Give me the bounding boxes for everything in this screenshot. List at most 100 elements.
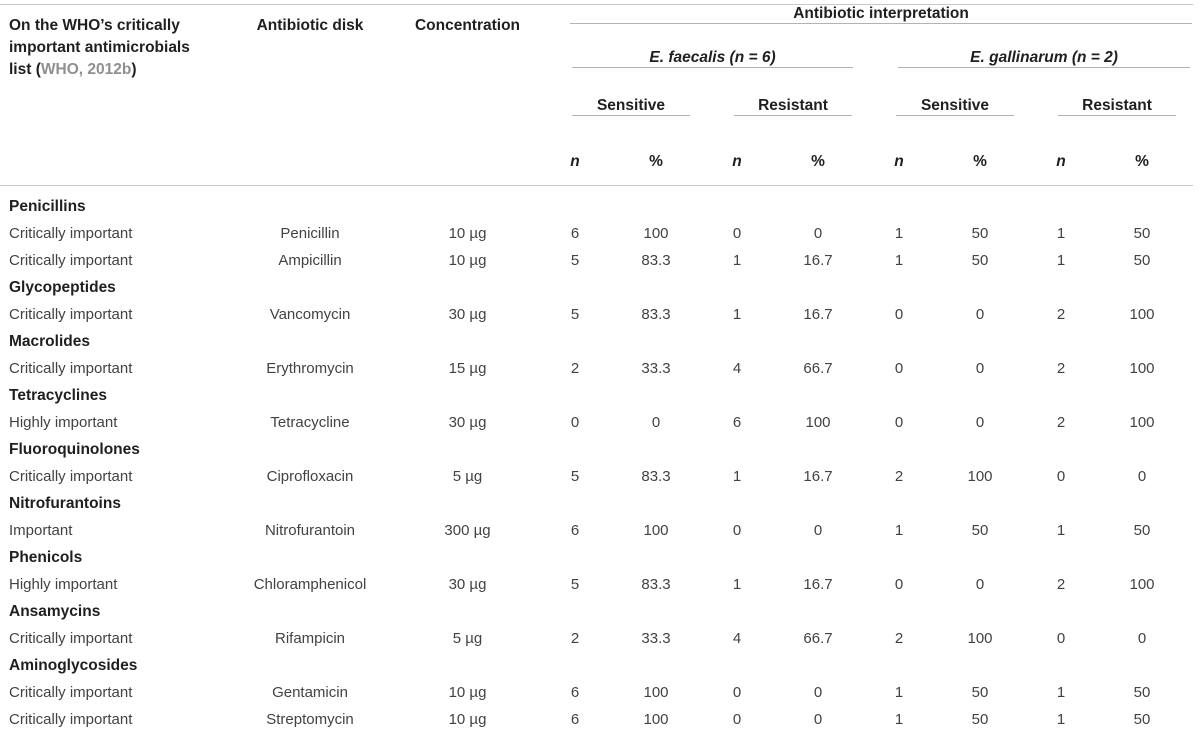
antibiotic-row: Critically important Penicillin 10 µg 6 100 0… — [0, 220, 1193, 247]
percent-value-cell: 100 — [1129, 576, 1155, 593]
category-row: Nitrofurantoins — [0, 490, 1193, 517]
n-value-cell: 5 — [570, 252, 580, 269]
n-value-cell: 2 — [570, 630, 580, 647]
percent-value-cell: 0 — [813, 684, 823, 701]
percent-value-cell: 66.7 — [803, 360, 833, 377]
antibiotic-cell: Rifampicin — [274, 630, 346, 647]
category-label: Fluoroquinolones — [9, 441, 140, 458]
antibiotic-cell: Gentamicin — [272, 684, 348, 701]
antibiotic-cell: Chloramphenicol — [253, 576, 367, 593]
percent-value-cell: 50 — [1133, 711, 1151, 728]
importance-cell: Critically important — [9, 468, 133, 485]
percent-value-cell: 0 — [975, 360, 985, 377]
header-row-species: E. faecalis (n = 6) E. gallinarum (n = 2… — [0, 49, 1193, 97]
faecalis-sensitive-header: Sensitive — [545, 97, 707, 139]
n-value-cell: 0 — [732, 522, 742, 539]
percent-value-cell: 83.3 — [641, 306, 671, 323]
n-value-cell: 2 — [894, 468, 904, 485]
percent-value-cell: 50 — [971, 711, 989, 728]
percent-value-cell: 0 — [975, 306, 985, 323]
category-row: Penicillins — [0, 186, 1193, 221]
category-label: Macrolides — [9, 333, 90, 350]
concentration-cell: 10 µg — [448, 225, 487, 242]
concentration-cell: 10 µg — [448, 252, 487, 269]
percent-value-cell: 16.7 — [803, 576, 833, 593]
importance-cell: Critically important — [9, 252, 133, 269]
concentration-cell: 30 µg — [448, 414, 487, 431]
antibiotic-row: Important Nitrofurantoin 300 µg 6 100 0 0 1 50 1 5… — [0, 517, 1193, 544]
e-faecalis-group-header: E. faecalis (n = 6) — [545, 49, 869, 97]
antibiotic-cell: Penicillin — [280, 225, 340, 242]
concentration-cell: 15 µg — [448, 360, 487, 377]
n-value-cell: 6 — [570, 684, 580, 701]
gallinarum-resistant-header: Resistant — [1031, 97, 1193, 139]
percent-value-cell: 50 — [1133, 522, 1151, 539]
percent-value-cell: 0 — [975, 414, 985, 431]
percent-value-cell: 100 — [643, 522, 669, 539]
n-value-cell: 2 — [1056, 360, 1066, 377]
percent-value-cell: 50 — [1133, 225, 1151, 242]
n-value-cell: 1 — [894, 522, 904, 539]
e-gallinarum-group-header: E. gallinarum (n = 2) — [869, 49, 1193, 97]
percent-value-cell: 50 — [971, 225, 989, 242]
category-row: Fluoroquinolones — [0, 436, 1193, 463]
n-value-cell: 4 — [732, 360, 742, 377]
table-header: On the WHO’s critically important antimi… — [0, 4, 1194, 186]
n-value-cell: 2 — [894, 630, 904, 647]
percent-value-cell: 100 — [1129, 360, 1155, 377]
percent-value-cell: 50 — [971, 684, 989, 701]
percent-value-cell: 100 — [805, 414, 831, 431]
antibiotic-cell: Vancomycin — [269, 306, 351, 323]
species-count: (n = 2) — [1071, 48, 1118, 66]
interpretation-label: Antibiotic interpretation — [793, 5, 969, 22]
percent-value-cell: 50 — [971, 522, 989, 539]
antibiotic-cell: Nitrofurantoin — [264, 522, 356, 539]
n-column-header: n — [1031, 138, 1091, 186]
n-value-cell: 0 — [732, 225, 742, 242]
who-header-line3: list (WHO, 2012b) — [9, 59, 219, 81]
citation-link[interactable]: WHO, 2012b — [40, 61, 132, 78]
category-label: Tetracyclines — [9, 387, 107, 404]
antibiotic-row: Critically important Ampicillin 10 µg 5 83.3… — [0, 247, 1193, 274]
n-column-header: n — [869, 138, 929, 186]
percent-value-cell: 100 — [967, 468, 993, 485]
n-value-cell: 1 — [732, 468, 742, 485]
species-count: (n = 6) — [729, 48, 776, 66]
importance-cell: Critically important — [9, 711, 133, 728]
gallinarum-sensitive-header: Sensitive — [869, 97, 1031, 139]
concentration-cell: 10 µg — [448, 684, 487, 701]
species-name: E. gallinarum — [970, 48, 1068, 66]
table-body: Penicillins Critically important Penicilli… — [0, 186, 1193, 734]
n-value-cell: 5 — [570, 576, 580, 593]
percent-column-header: % — [767, 138, 869, 186]
n-value-cell: 2 — [570, 360, 580, 377]
n-value-cell: 0 — [570, 414, 580, 431]
n-value-cell: 0 — [894, 360, 904, 377]
who-list-column-header: On the WHO’s critically important antimi… — [0, 4, 230, 186]
n-value-cell: 2 — [1056, 306, 1066, 323]
percent-column-header: % — [1091, 138, 1194, 186]
percent-value-cell: 50 — [971, 252, 989, 269]
n-value-cell: 0 — [894, 414, 904, 431]
interpretation-group-header: Antibiotic interpretation — [545, 5, 1193, 49]
importance-cell: Critically important — [9, 630, 133, 647]
antibiotic-cell: Tetracycline — [270, 414, 350, 431]
concentration-cell: 300 µg — [444, 522, 491, 539]
n-value-cell: 1 — [894, 711, 904, 728]
percent-value-cell: 16.7 — [803, 306, 833, 323]
n-value-cell: 1 — [1056, 225, 1066, 242]
n-value-cell: 1 — [1056, 522, 1066, 539]
percent-value-cell: 0 — [813, 225, 823, 242]
concentration-cell: 10 µg — [448, 711, 487, 728]
category-row: Ansamycins — [0, 598, 1193, 625]
category-label: Nitrofurantoins — [9, 495, 121, 512]
concentration-cell: 30 µg — [448, 576, 487, 593]
percent-value-cell: 83.3 — [641, 576, 671, 593]
n-value-cell: 6 — [570, 711, 580, 728]
antibiotic-row: Critically important Ciprofloxacin 5 µg 5 83… — [0, 463, 1193, 490]
percent-value-cell: 83.3 — [641, 252, 671, 269]
percent-column-header: % — [605, 138, 707, 186]
percent-value-cell: 0 — [813, 522, 823, 539]
concentration-column-header: Concentration — [390, 4, 545, 186]
percent-value-cell: 16.7 — [803, 252, 833, 269]
